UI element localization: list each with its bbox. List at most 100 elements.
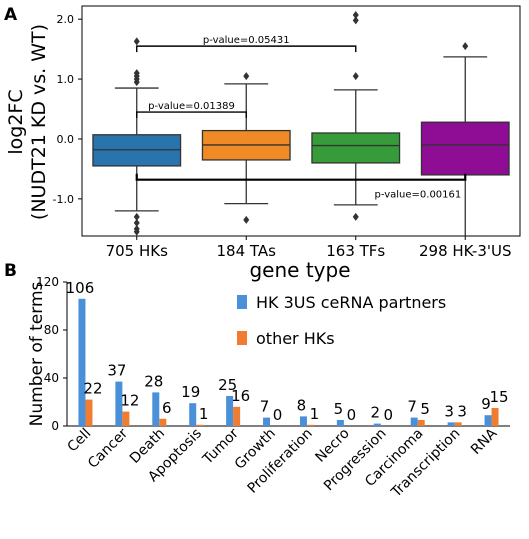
bracket-line (136, 111, 247, 119)
bar-series-2 (306, 424, 314, 426)
panel-a-label: A (4, 5, 18, 25)
bar-value-label: 5 (334, 400, 344, 418)
bar-value-label: 15 (489, 388, 508, 406)
p-value-label: p-value=0.01389 (148, 101, 235, 112)
bar-series-1 (226, 396, 234, 426)
bar-value-label: 12 (120, 392, 139, 410)
bar-series-2 (159, 418, 167, 426)
panel-a-plot-frame (81, 5, 521, 237)
bar-value-label: 8 (297, 396, 307, 414)
bar-series-2 (417, 420, 425, 426)
x-tick-label: Proliferation (245, 426, 316, 497)
bar-series-1 (78, 298, 86, 426)
outlier-point (133, 218, 140, 227)
y-tick-label: 2.0 (57, 13, 75, 26)
box-1 (92, 37, 182, 236)
bracket-line (136, 45, 357, 53)
bar-series-2 (196, 424, 204, 426)
bar-series-1 (410, 417, 418, 426)
bar-value-label: 9 (481, 395, 491, 413)
bar-series-1 (189, 403, 197, 426)
p-value-bracket-3: p-value=0.00161 (135, 173, 467, 201)
x-tick-label: RNA (468, 425, 501, 458)
bar-value-label: 3 (444, 402, 454, 420)
bar-series-2 (233, 406, 241, 426)
y-tick-label: 1.0 (57, 73, 75, 86)
y-tick-label: 40 (44, 371, 59, 385)
y-tick-label: 0 (51, 419, 59, 433)
bar-value-label: 7 (407, 398, 417, 416)
x-tick-label: 163 TFs (326, 242, 385, 260)
y-tick-label: 0.0 (57, 133, 75, 146)
p-value-bracket-1: p-value=0.05431 (136, 35, 357, 53)
p-value-bracket-2: p-value=0.01389 (136, 101, 247, 119)
outlier-point (462, 42, 469, 51)
bracket-line (135, 173, 467, 181)
bar-value-label: 1 (199, 405, 209, 423)
y-tick-label: 80 (44, 323, 59, 337)
bar-series-1 (484, 415, 492, 426)
outlier-point (133, 212, 140, 221)
bar-value-label: 7 (260, 398, 270, 416)
bar-value-label: 28 (144, 372, 163, 390)
bar-series-1 (115, 381, 123, 426)
panel-b-label: B (4, 261, 17, 281)
legend-label-series-2: other HKs (256, 329, 335, 348)
legend-label-series-1: HK 3US ceRNA partners (256, 293, 446, 312)
outlier-point (133, 37, 140, 46)
x-tick-label: Cancer (85, 425, 131, 471)
panel-a-x-axis: 705 HKs 184 TAs 163 TFs 298 HK-3'US (106, 236, 512, 260)
bar-value-label: 5 (420, 400, 430, 418)
bar-value-label: 0 (273, 406, 283, 424)
outlier-point (243, 215, 250, 224)
bar-value-label: 1 (310, 405, 320, 423)
outlier-point (243, 72, 250, 81)
y-tick-label: 120 (36, 275, 59, 289)
bar-series-1 (263, 417, 271, 426)
bar-series-1 (152, 392, 160, 426)
bar-value-label: 37 (107, 362, 126, 380)
bar-value-label: 19 (181, 383, 200, 401)
bar-value-label: 25 (218, 376, 237, 394)
panel-a-y-axis-title-line1: log2FC (5, 89, 27, 154)
box-2 (201, 72, 291, 224)
panel-a-y-axis: 2.0 1.0 0.0 -1.0 (53, 13, 82, 206)
outlier-point (352, 212, 359, 221)
bar-series-1 (373, 423, 381, 426)
x-tick-label: 705 HKs (106, 242, 169, 260)
panel-b-x-axis: CellCancerDeathApoptosisTumorGrowthProli… (64, 425, 500, 501)
panel-b-y-axis: 0 40 80 120 (36, 275, 67, 433)
legend-swatch-series-2 (237, 331, 247, 345)
outlier-point (352, 10, 359, 19)
bar-value-label: 22 (83, 380, 102, 398)
bar-value-label: 0 (384, 406, 394, 424)
outlier-point (133, 78, 140, 87)
outlier-point (133, 227, 140, 236)
p-value-label: p-value=0.00161 (375, 190, 462, 201)
box-body (311, 132, 401, 164)
p-value-label: p-value=0.05431 (203, 35, 290, 46)
bar-series-1 (447, 422, 455, 426)
panel-a-boxes (92, 10, 510, 237)
outlier-point (352, 72, 359, 81)
panel-a-y-axis-title-line2: (NUDT21 KD vs. WT) (28, 24, 50, 220)
bar-value-label: 2 (371, 404, 381, 422)
bar-series-2 (122, 411, 130, 426)
x-tick-label: 184 TAs (217, 242, 277, 260)
bar-series-2 (491, 408, 499, 426)
panel-a-x-axis-title: gene type (249, 258, 350, 282)
bar-value-label: 6 (162, 399, 172, 417)
bar-series-1 (336, 420, 344, 426)
y-tick-label: -1.0 (53, 193, 74, 206)
bar-value-label: 16 (231, 387, 250, 405)
box-3 (311, 10, 401, 221)
panel-a-annotations: p-value=0.05431 p-value=0.01389 p-value=0.… (135, 35, 467, 201)
panel-b-legend: HK 3US ceRNA partners other HKs (237, 293, 446, 348)
bar-series-1 (299, 416, 307, 426)
box-4 (420, 42, 510, 237)
bar-value-label: 106 (66, 279, 95, 297)
bar-series-2 (454, 422, 462, 426)
x-tick-label: Cell (64, 426, 94, 456)
